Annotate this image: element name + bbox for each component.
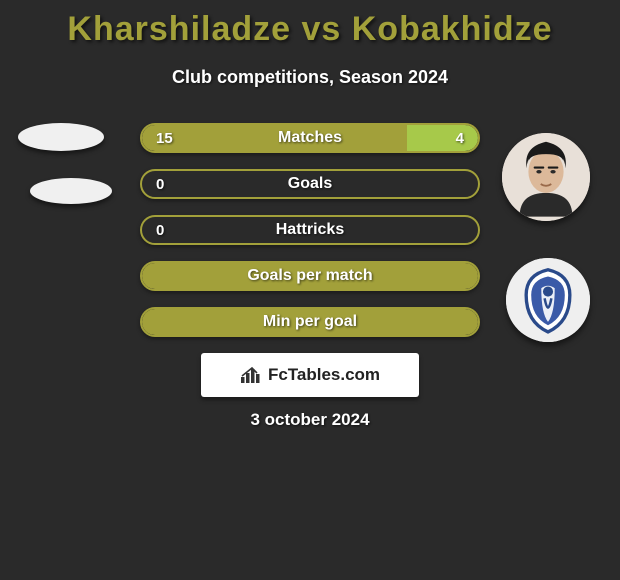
brand-text: FcTables.com [268, 365, 380, 385]
stat-bar: Hattricks0 [140, 215, 480, 245]
card-date: 3 october 2024 [0, 410, 620, 430]
player-left-avatar [18, 123, 104, 151]
stat-bar: Min per goal [140, 307, 480, 337]
stat-bar: Goals0 [140, 169, 480, 199]
stat-bar: Goals per match [140, 261, 480, 291]
stat-bar-label: Min per goal [142, 309, 478, 335]
team-right-crest [506, 258, 590, 342]
brand-badge: FcTables.com [201, 353, 419, 397]
stat-bar-left-value: 0 [156, 217, 164, 243]
bar-chart-icon [240, 366, 262, 384]
stat-bar-label: Hattricks [142, 217, 478, 243]
stat-bar-label: Matches [142, 125, 478, 151]
stat-bar-label: Goals per match [142, 263, 478, 289]
comparison-bars: Matches154Goals0Hattricks0Goals per matc… [140, 123, 480, 353]
stat-bar-label: Goals [142, 171, 478, 197]
stat-bar-left-value: 15 [156, 125, 173, 151]
team-left-crest [30, 178, 112, 204]
card-title: Kharshiladze vs Kobakhidze [0, 0, 620, 49]
card-subtitle: Club competitions, Season 2024 [0, 67, 620, 88]
stat-bar-right-value: 4 [456, 125, 464, 151]
player-right-avatar [502, 133, 590, 221]
comparison-card: Kharshiladze vs Kobakhidze Club competit… [0, 0, 620, 580]
stat-bar-left-value: 0 [156, 171, 164, 197]
stat-bar: Matches15 4 [140, 123, 480, 153]
